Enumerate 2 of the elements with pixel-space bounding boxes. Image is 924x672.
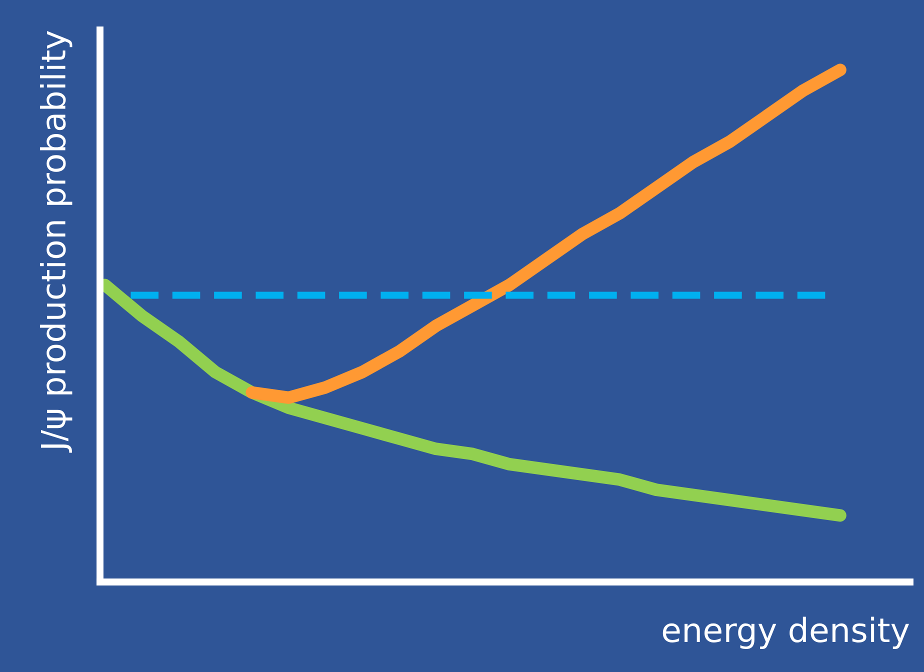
y-axis-title: J/ψ production probability — [40, 31, 72, 453]
x-axis-title: energy density — [662, 616, 909, 649]
